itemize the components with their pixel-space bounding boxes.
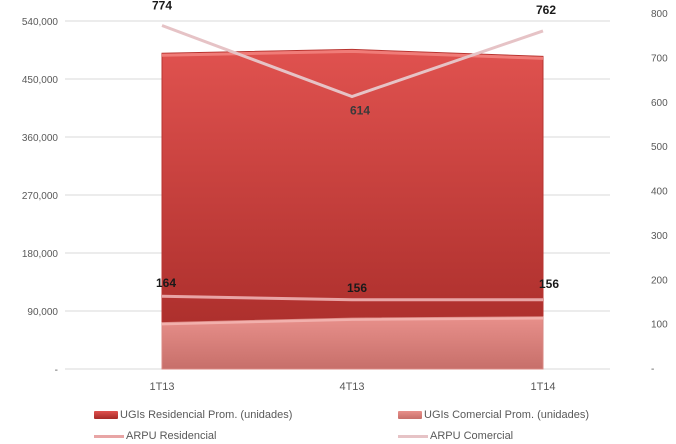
legend-label-arpu-comercial: ARPU Comercial (430, 430, 514, 442)
y-right-tick-label: 200 (651, 275, 668, 286)
x-tick-label: 1T13 (149, 381, 174, 393)
data-label-arpu-comercial: 614 (350, 104, 370, 118)
x-tick-label: 1T14 (530, 381, 555, 393)
y-right-tick-label: 300 (651, 231, 668, 242)
y-left-tick-label: 540,000 (22, 17, 59, 28)
data-label-arpu-comercial: 762 (536, 3, 556, 17)
area-ugis-residencial-edge (161, 49, 544, 60)
data-label-arpu-residencial: 156 (347, 281, 367, 295)
x-tick-label: 4T13 (339, 381, 364, 393)
legend-label-ugis-comercial: UGIs Comercial Prom. (unidades) (424, 409, 590, 421)
y-left-tick-label: 450,000 (22, 75, 59, 86)
data-label-arpu-comercial: 774 (152, 0, 172, 13)
y-right-tick-label: - (651, 364, 654, 375)
y-right-tick-label: 700 (651, 53, 668, 64)
y-right-tick-label: 100 (651, 320, 668, 331)
y-left-tick-label: - (55, 365, 58, 376)
y-right-tick-label: 400 (651, 187, 668, 198)
area-ugis-comercial (161, 316, 544, 370)
data-label-arpu-residencial: 164 (156, 276, 176, 290)
line-arpu-residencial (161, 294, 543, 302)
y-left-tick-label: 270,000 (22, 191, 59, 202)
y-right-tick-label: 500 (651, 142, 668, 153)
legend-swatch-ugis-comercial (398, 411, 422, 419)
legend-swatch-arpu-residencial (94, 434, 124, 438)
legend-label-arpu-residencial: ARPU Residencial (126, 430, 217, 442)
y-left-tick-label: 90,000 (27, 307, 58, 318)
legend-item-ugis-residencial: UGIs Residencial Prom. (unidades) (94, 407, 292, 423)
line-arpu-comercial (161, 24, 544, 99)
y-left-tick-label: 180,000 (22, 249, 59, 260)
legend-swatch-arpu-comercial (398, 434, 428, 438)
chart-legend: UGIs Residencial Prom. (unidades) UGIs C… (0, 400, 676, 443)
chart-svg: - 90,000 180,000 270,000 360,000 450,000 540,0… (22, 0, 668, 393)
legend-item-ugis-comercial: UGIs Comercial Prom. (unidades) (398, 407, 589, 423)
legend-item-arpu-residencial: ARPU Residencial (94, 428, 216, 444)
y-right-tick-label: 600 (651, 98, 668, 109)
area-ugis-comercial-edge (161, 317, 544, 326)
y-left-tick-label: 360,000 (22, 133, 59, 144)
y-right-tick-label: 800 (651, 9, 668, 20)
legend-item-arpu-comercial: ARPU Comercial (398, 428, 513, 444)
legend-swatch-ugis-residencial (94, 411, 118, 419)
legend-label-ugis-residencial: UGIs Residencial Prom. (unidades) (120, 409, 293, 421)
data-label-arpu-residencial: 156 (539, 277, 559, 291)
